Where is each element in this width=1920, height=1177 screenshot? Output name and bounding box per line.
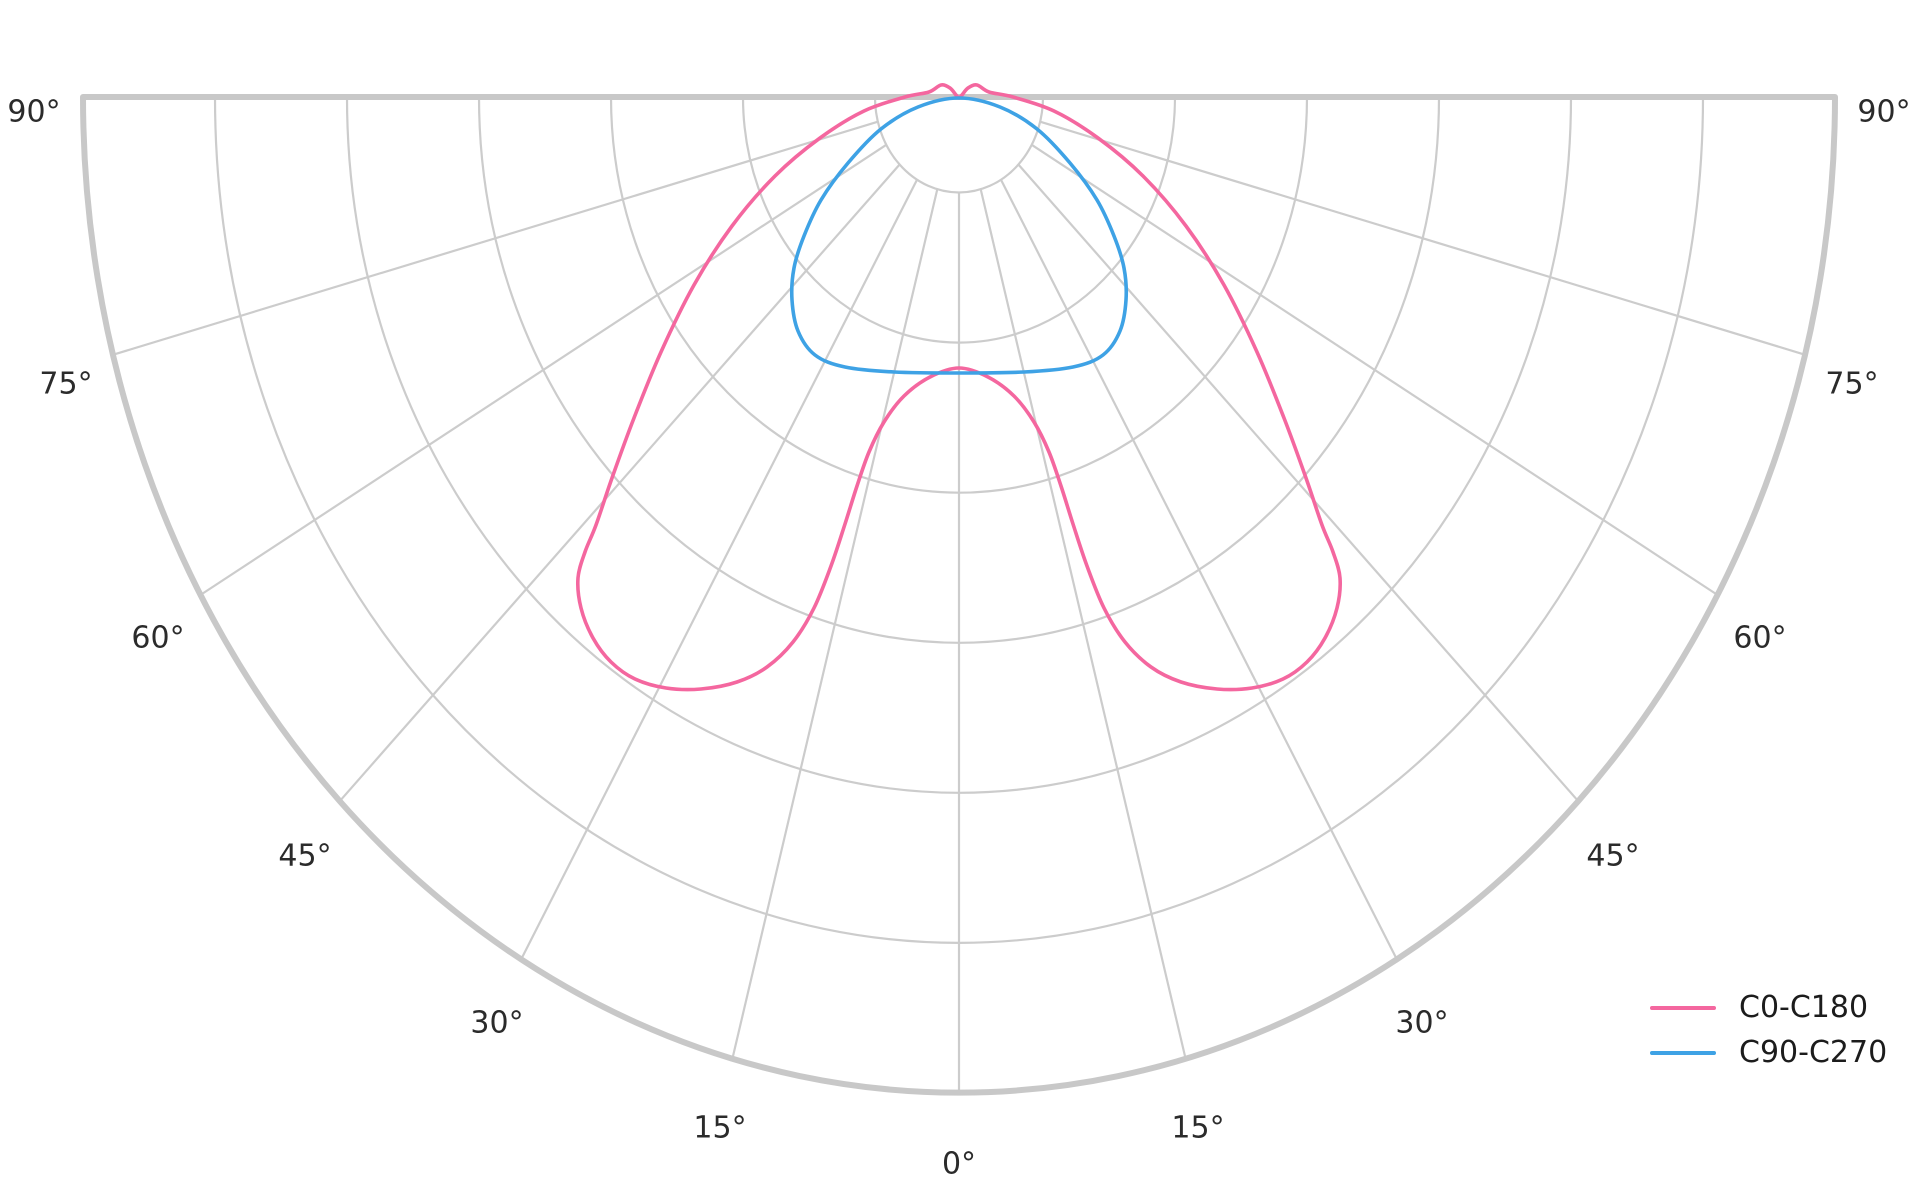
polar-grid-spoke xyxy=(979,189,1187,1060)
polar-grid-spoke xyxy=(520,179,918,961)
legend-label-c90-c270: C90-C270 xyxy=(1739,1035,1888,1070)
polar-grid-spoke xyxy=(338,163,901,803)
legend-item-c0-c180: C0-C180 xyxy=(1650,985,1887,1030)
angle-label-left-60: 60° xyxy=(131,621,184,656)
series-curves xyxy=(576,83,1342,692)
legend-swatch-c90-c270 xyxy=(1650,1050,1716,1055)
legend: C0-C180 C90-C270 xyxy=(1650,985,1887,1075)
series-curve-c90-c270 xyxy=(789,96,1129,375)
angle-labels: 90° 90° 75° 75° 60° 60° 45° 45° 30° 30° 15° 15° 0° xyxy=(7,95,1910,1177)
angle-label-right-60: 60° xyxy=(1733,621,1786,656)
angle-label-left-90: 90° xyxy=(7,95,60,130)
legend-item-c90-c270: C90-C270 xyxy=(1650,1030,1887,1075)
polar-grid-spoke xyxy=(1000,179,1398,961)
angle-label-right-90: 90° xyxy=(1857,95,1910,130)
angle-label-right-45: 45° xyxy=(1586,839,1639,874)
polar-grid-ring xyxy=(873,96,1045,194)
polar-grid-spoke xyxy=(1017,163,1580,803)
angle-label-right-75: 75° xyxy=(1825,367,1878,402)
angle-label-center-0: 0° xyxy=(942,1147,976,1177)
polar-grid-spoke xyxy=(1031,143,1719,596)
angle-label-left-15: 15° xyxy=(693,1111,746,1146)
polar-grid-spoke xyxy=(1039,120,1806,356)
angle-label-right-30: 30° xyxy=(1395,1006,1448,1041)
angle-label-right-15: 15° xyxy=(1171,1111,1224,1146)
legend-swatch-c0-c180 xyxy=(1650,1005,1716,1010)
legend-label-c0-c180: C0-C180 xyxy=(1739,990,1869,1025)
polar-grid-spoke xyxy=(731,189,939,1060)
angle-label-left-75: 75° xyxy=(39,367,92,402)
angle-label-left-30: 30° xyxy=(470,1006,523,1041)
angle-label-left-45: 45° xyxy=(278,839,331,874)
polar-grid xyxy=(80,94,1838,1096)
polar-grid-spoke xyxy=(112,120,879,356)
polar-grid-spoke xyxy=(199,143,887,596)
